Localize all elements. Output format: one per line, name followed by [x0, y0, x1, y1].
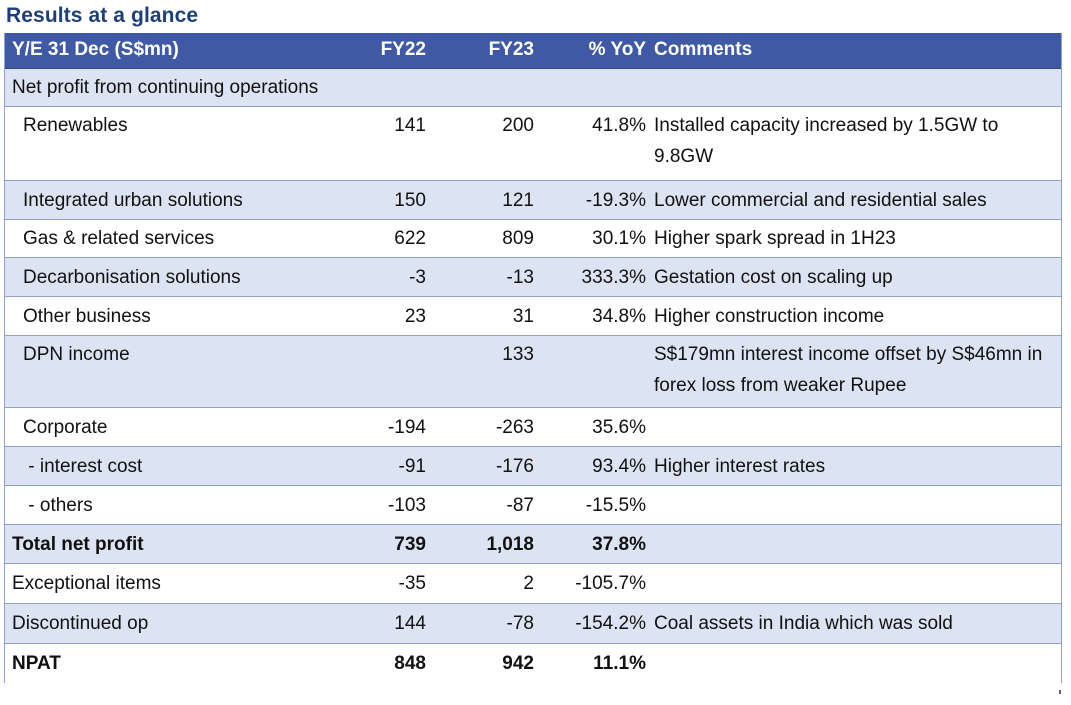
row-comment: Higher spark spread in 1H23: [654, 228, 896, 249]
row-fy23: 809: [502, 228, 534, 249]
row-yoy: 41.8%: [592, 115, 646, 136]
row-yoy: 35.6%: [592, 417, 646, 438]
table-row: Discontinued op 144 -78 -154.2% Coal ass…: [5, 604, 1061, 644]
row-label: Other business: [23, 306, 151, 327]
header-fy23: FY23: [488, 39, 534, 60]
row-fy22: [345, 339, 426, 407]
table-row: DPN income 133 S$179mn interest income o…: [5, 336, 1061, 408]
header-label: Y/E 31 Dec (S$mn): [12, 39, 179, 60]
table-row: Gas & related services 622 809 30.1% Hig…: [5, 220, 1061, 258]
results-table: Y/E 31 Dec (S$mn) FY22 FY23 % YoY Commen…: [4, 33, 1062, 683]
row-fy22: 622: [394, 228, 426, 249]
table-row-npat: NPAT 848 942 11.1%: [5, 644, 1061, 683]
row-label: DPN income: [23, 344, 130, 365]
table-row: Decarbonisation solutions -3 -13 333.3% …: [5, 258, 1061, 297]
row-label: Net profit from continuing operations: [12, 77, 319, 98]
row-comment: Lower commercial and residential sales: [654, 190, 987, 211]
row-yoy: 30.1%: [592, 228, 646, 249]
header-yoy: % YoY: [588, 39, 646, 60]
row-fy22: -91: [398, 456, 426, 477]
row-fy23: 31: [512, 306, 534, 327]
row-fy22: 144: [394, 613, 426, 634]
row-comment: [646, 568, 1061, 603]
table-row: Renewables 141 200 41.8% Installed capac…: [5, 107, 1061, 181]
row-fy23: -78: [506, 613, 534, 634]
row-comment: [646, 648, 1061, 683]
row-comment: [646, 72, 1061, 106]
row-comment: [646, 490, 1061, 524]
row-comment: Installed capacity increased by 1.5GW to…: [654, 115, 999, 167]
row-label: - others: [23, 495, 93, 516]
row-yoy: [534, 339, 646, 407]
row-label: Discontinued op: [12, 613, 149, 634]
row-fy22: -35: [398, 573, 426, 594]
row-label: Total net profit: [12, 534, 144, 555]
table-row: Corporate -194 -263 35.6%: [5, 408, 1061, 447]
row-label: Corporate: [23, 417, 108, 438]
row-comment: Coal assets in India which was sold: [654, 613, 953, 634]
row-label: NPAT: [12, 653, 61, 674]
row-fy23: 121: [502, 190, 534, 211]
row-yoy: 333.3%: [581, 267, 646, 288]
row-comment: [646, 412, 1061, 446]
table-row: - interest cost -91 -176 93.4% Higher in…: [5, 447, 1061, 486]
row-fy23: 2: [523, 573, 534, 594]
header-fy22: FY22: [380, 39, 426, 60]
row-fy22: 739: [394, 534, 426, 555]
row-yoy: -15.5%: [585, 495, 646, 516]
table-header-row: Y/E 31 Dec (S$mn) FY22 FY23 % YoY Commen…: [5, 33, 1061, 69]
row-fy22: 150: [394, 190, 426, 211]
row-fy22: 23: [404, 306, 426, 327]
row-fy23: -263: [495, 417, 534, 438]
row-fy23: -87: [506, 495, 534, 516]
row-label: Renewables: [23, 115, 128, 136]
row-comment: Higher construction income: [654, 306, 885, 327]
table-row: Net profit from continuing operations: [5, 69, 1061, 107]
row-fy22: -3: [409, 267, 426, 288]
row-fy23: 200: [502, 115, 534, 136]
row-fy23: 133: [502, 344, 534, 365]
header-comments: Comments: [654, 39, 753, 60]
row-yoy: -19.3%: [585, 190, 646, 211]
row-label: Gas & related services: [23, 228, 215, 249]
row-yoy: -154.2%: [575, 613, 646, 634]
table-row: Exceptional items -35 2 -105.7%: [5, 564, 1061, 604]
row-fy22: -194: [387, 417, 426, 438]
row-comment: S$179mn interest income offset by S$46mn…: [654, 344, 1043, 396]
row-fy22: 141: [394, 115, 426, 136]
table-row: Other business 23 31 34.8% Higher constr…: [5, 297, 1061, 336]
row-comment: Gestation cost on scaling up: [654, 267, 893, 288]
row-yoy: 34.8%: [592, 306, 646, 327]
row-fy22: [345, 72, 426, 106]
row-yoy: [534, 72, 646, 106]
row-label: Decarbonisation solutions: [23, 267, 241, 288]
table-corner-mark: [1059, 690, 1061, 694]
table-row: - others -103 -87 -15.5%: [5, 486, 1061, 525]
row-fy22: 848: [394, 653, 426, 674]
row-label: Exceptional items: [12, 573, 161, 594]
row-comment: Higher interest rates: [654, 456, 826, 477]
row-yoy: 93.4%: [592, 456, 646, 477]
row-label: - interest cost: [23, 456, 143, 477]
row-label: Integrated urban solutions: [23, 190, 243, 211]
row-fy23: 1,018: [486, 534, 534, 555]
row-fy23: -176: [495, 456, 534, 477]
row-yoy: 11.1%: [593, 653, 646, 674]
table-row-total: Total net profit 739 1,018 37.8%: [5, 525, 1061, 564]
row-comment: [646, 529, 1061, 563]
row-yoy: 37.8%: [592, 534, 646, 555]
row-yoy: -105.7%: [575, 573, 646, 594]
row-fy23: 942: [502, 653, 534, 674]
row-fy22: -103: [387, 495, 426, 516]
table-row: Integrated urban solutions 150 121 -19.3…: [5, 181, 1061, 220]
page-title: Results at a glance: [6, 4, 199, 27]
row-fy23: [426, 72, 534, 106]
row-fy23: -13: [506, 267, 534, 288]
